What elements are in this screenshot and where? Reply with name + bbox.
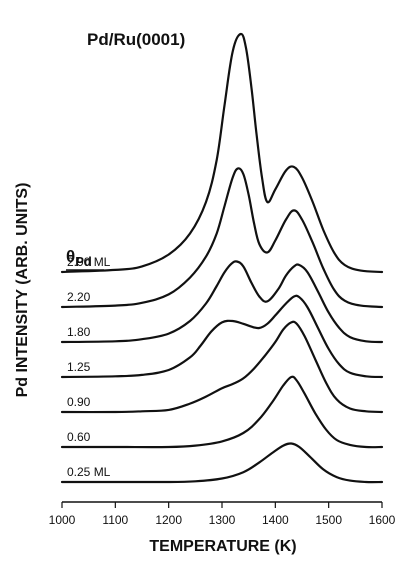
series-label-2: 1.80 <box>67 325 91 339</box>
series-label-3: 1.25 <box>67 360 91 374</box>
series-label-1: 2.20 <box>67 290 91 304</box>
series-curve-2 <box>60 260 384 344</box>
x-tick-label-3: 1300 <box>209 513 236 527</box>
series-curve-1 <box>60 167 384 309</box>
series-curve-3 <box>60 294 384 379</box>
x-axis-ticks: 1000 1100 1200 1300 1400 1500 1600 <box>49 502 396 527</box>
chart-title: Pd/Ru(0001) <box>87 30 185 49</box>
series-label-6: 0.25 ML <box>67 465 111 479</box>
legend-title-subscript: Pd <box>75 254 92 269</box>
series-curves <box>60 32 384 484</box>
x-tick-label-6: 1600 <box>369 513 396 527</box>
legend-title-theta: θ <box>66 247 75 266</box>
series-label-4: 0.90 <box>67 395 91 409</box>
x-axis-label: TEMPERATURE (K) <box>149 538 296 555</box>
series-curve-6 <box>60 442 384 484</box>
x-tick-label-5: 1500 <box>315 513 342 527</box>
x-tick-label-2: 1200 <box>155 513 182 527</box>
legend-title: θPd <box>66 247 92 269</box>
y-axis-label: Pd INTENSITY (ARB. UNITS) <box>14 183 31 398</box>
x-tick-label-0: 1000 <box>49 513 76 527</box>
series-curve-4 <box>60 320 384 414</box>
x-tick-label-1: 1100 <box>102 513 128 527</box>
x-tick-label-4: 1400 <box>262 513 289 527</box>
series-labels: 2.90 ML 2.20 1.80 1.25 0.90 0.60 0.25 ML <box>67 255 111 479</box>
series-label-0: 2.90 ML <box>67 255 111 269</box>
series-curve-0 <box>60 32 384 274</box>
series-curve-5 <box>60 375 384 449</box>
series-label-5: 0.60 <box>67 430 91 444</box>
